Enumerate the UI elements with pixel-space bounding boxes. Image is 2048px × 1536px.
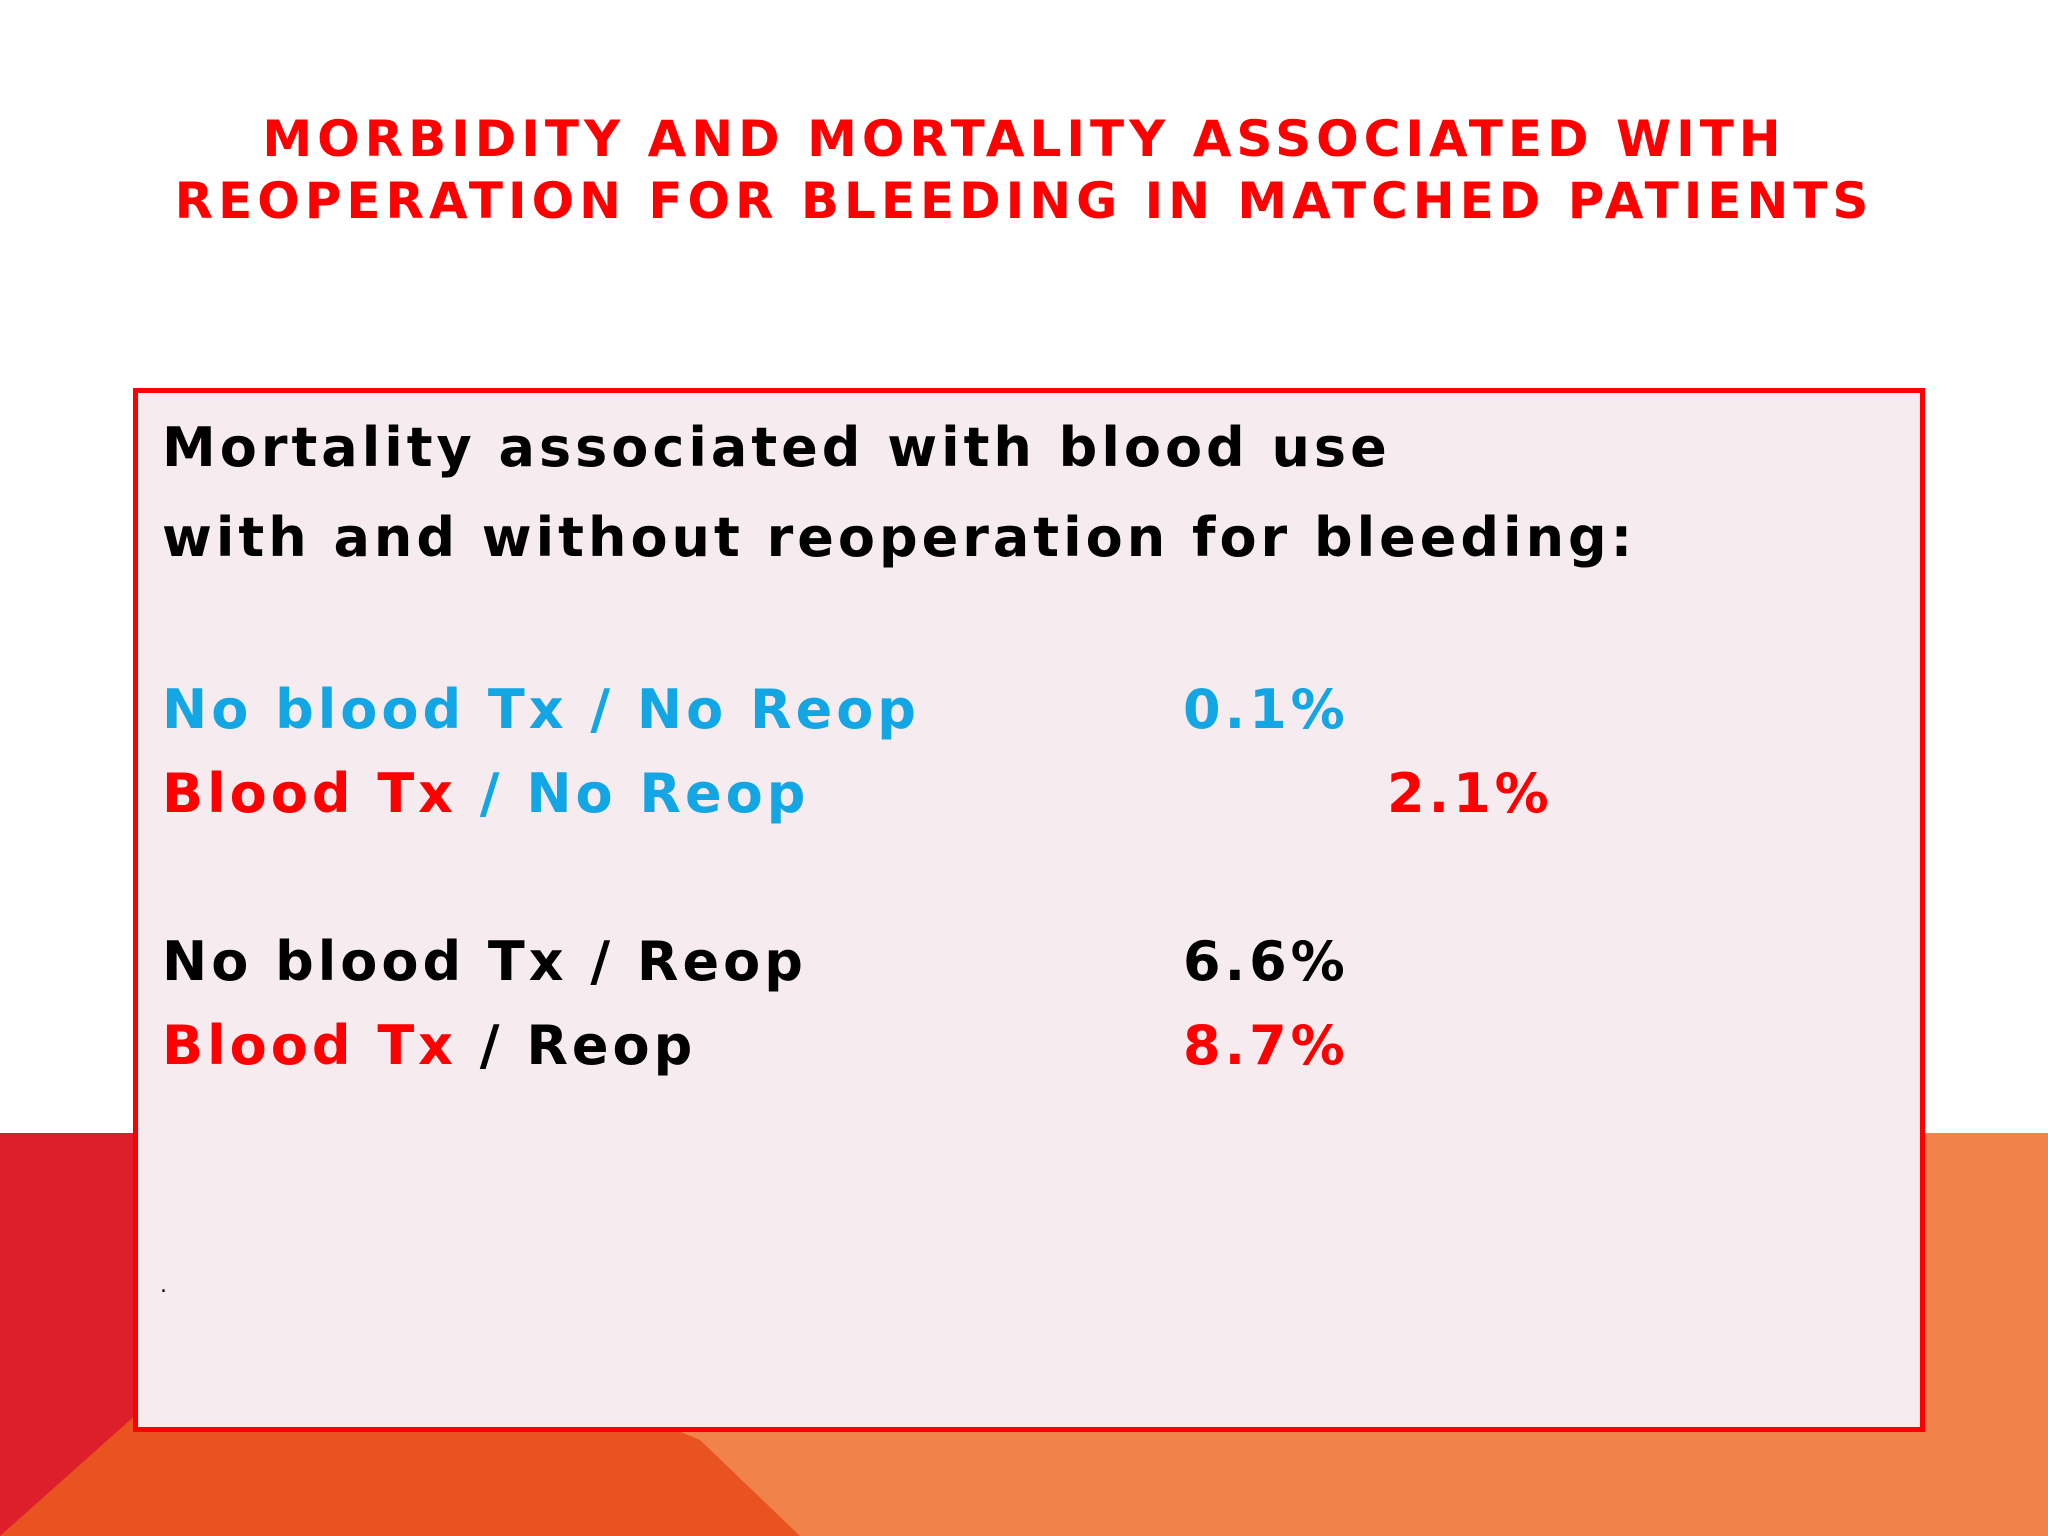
title-line-1: MORBIDITY AND MORTALITY ASSOCIATED WITH (262, 110, 1786, 168)
row-label-reop: No Reop (526, 762, 810, 825)
row-value-3: 8.7% (1183, 1014, 1349, 1077)
title-line-2: REOPERATION FOR BLEEDING IN MATCHED PATI… (174, 172, 1874, 230)
row-blood-no-reop: Blood Tx / No Reop (162, 767, 809, 821)
row-label-reop: Reop (526, 1014, 697, 1077)
row-label-reop: Reop (636, 930, 807, 993)
row-label-reop: No Reop (636, 678, 920, 741)
slide-title: MORBIDITY AND MORTALITY ASSOCIATED WITH … (0, 108, 2048, 232)
row-label-sep: / (457, 1014, 527, 1077)
heading-line-2: with and without reoperation for bleedin… (162, 506, 1637, 569)
bg-crimson-shape (0, 1133, 175, 1536)
row-label-sep: / (457, 762, 527, 825)
row-no-blood-no-reop: No blood Tx / No Reop (162, 683, 920, 737)
row-label-blood: Blood Tx (162, 762, 457, 825)
row-blood-reop: Blood Tx / Reop (162, 1019, 696, 1073)
row-label-blood: No blood Tx (162, 930, 568, 993)
row-label-sep: / (567, 678, 637, 741)
row-value-2: 6.6% (1183, 930, 1349, 993)
row-value-1: 2.1% (1387, 762, 1553, 825)
row-label-blood: Blood Tx (162, 1014, 457, 1077)
heading-line-1: Mortality associated with blood use (162, 416, 1391, 479)
row-no-blood-reop: No blood Tx / Reop (162, 935, 807, 989)
footnote-dot: . (160, 1273, 167, 1298)
row-label-sep: / (567, 930, 637, 993)
content-box: Mortality associated with blood use with… (133, 388, 1925, 1432)
row-label-blood: No blood Tx (162, 678, 568, 741)
row-value-0: 0.1% (1183, 678, 1349, 741)
